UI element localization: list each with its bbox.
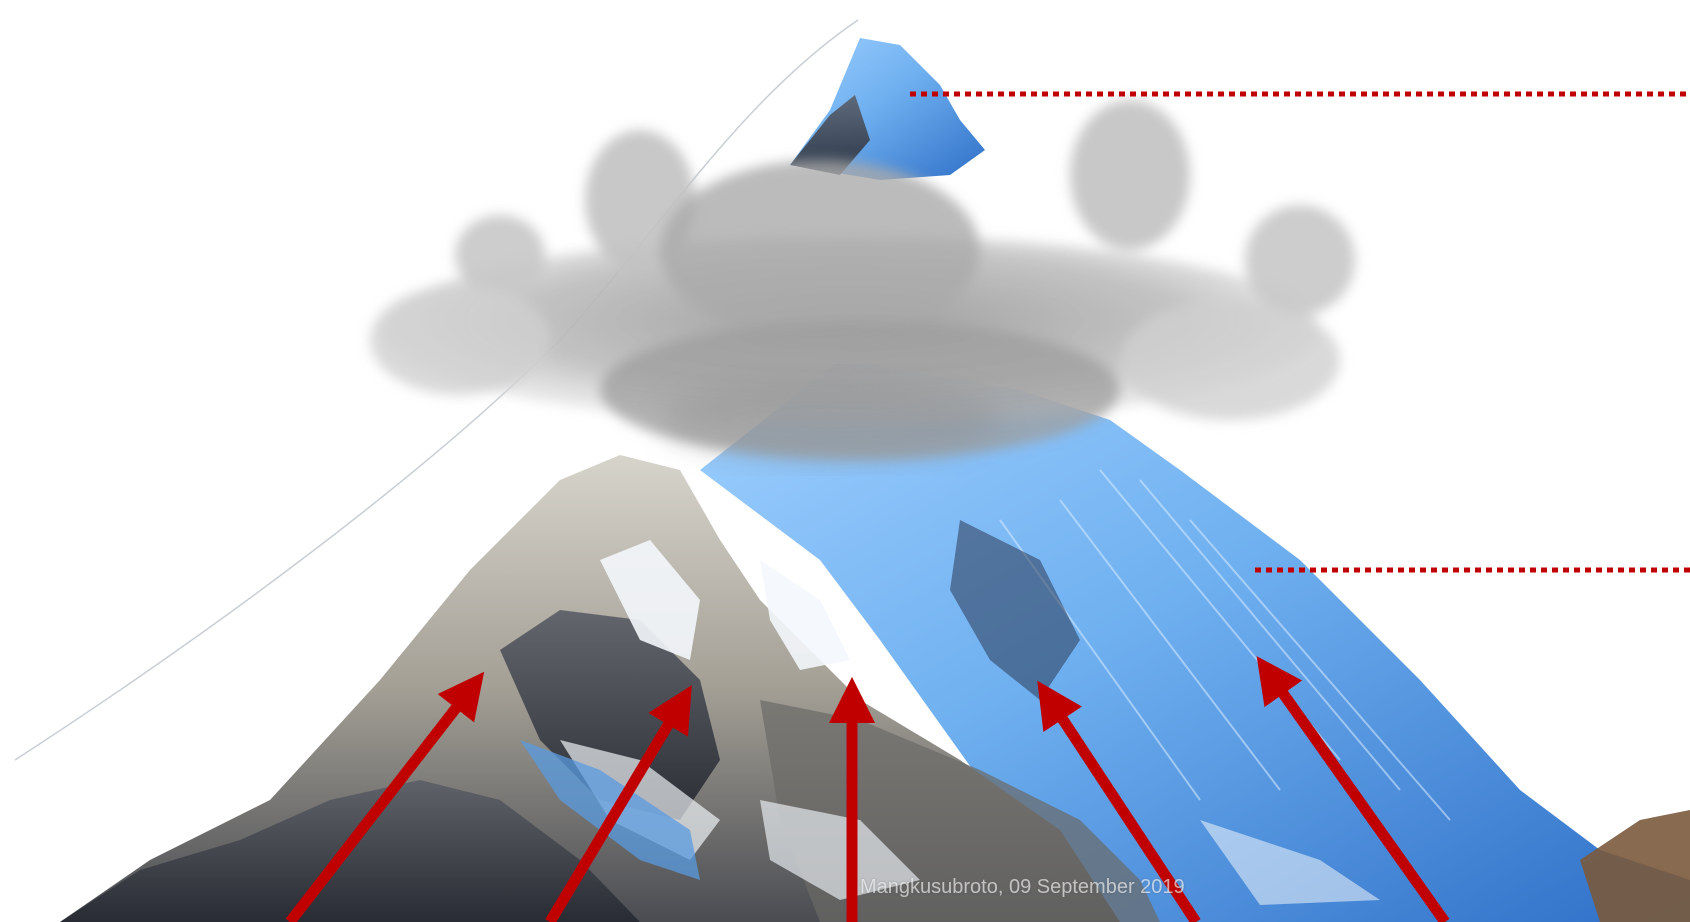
red-arrow-icon	[1037, 680, 1201, 922]
caption-text: Mangkusubroto, 09 September 2019	[860, 876, 1185, 898]
red-arrow-icon	[545, 685, 692, 922]
red-arrow-icon	[285, 671, 485, 922]
ice-pocket	[520, 740, 700, 880]
dark-rock-band-1	[500, 610, 720, 820]
dark-rock-band-4	[950, 520, 1080, 700]
right-lower-rock	[1580, 810, 1690, 922]
blue-ice-slope	[700, 360, 1690, 922]
red-arrows	[285, 656, 1450, 922]
summit-rock	[790, 95, 870, 175]
red-arrow-icon	[1256, 656, 1450, 922]
cloud-shadow	[660, 380, 1000, 460]
